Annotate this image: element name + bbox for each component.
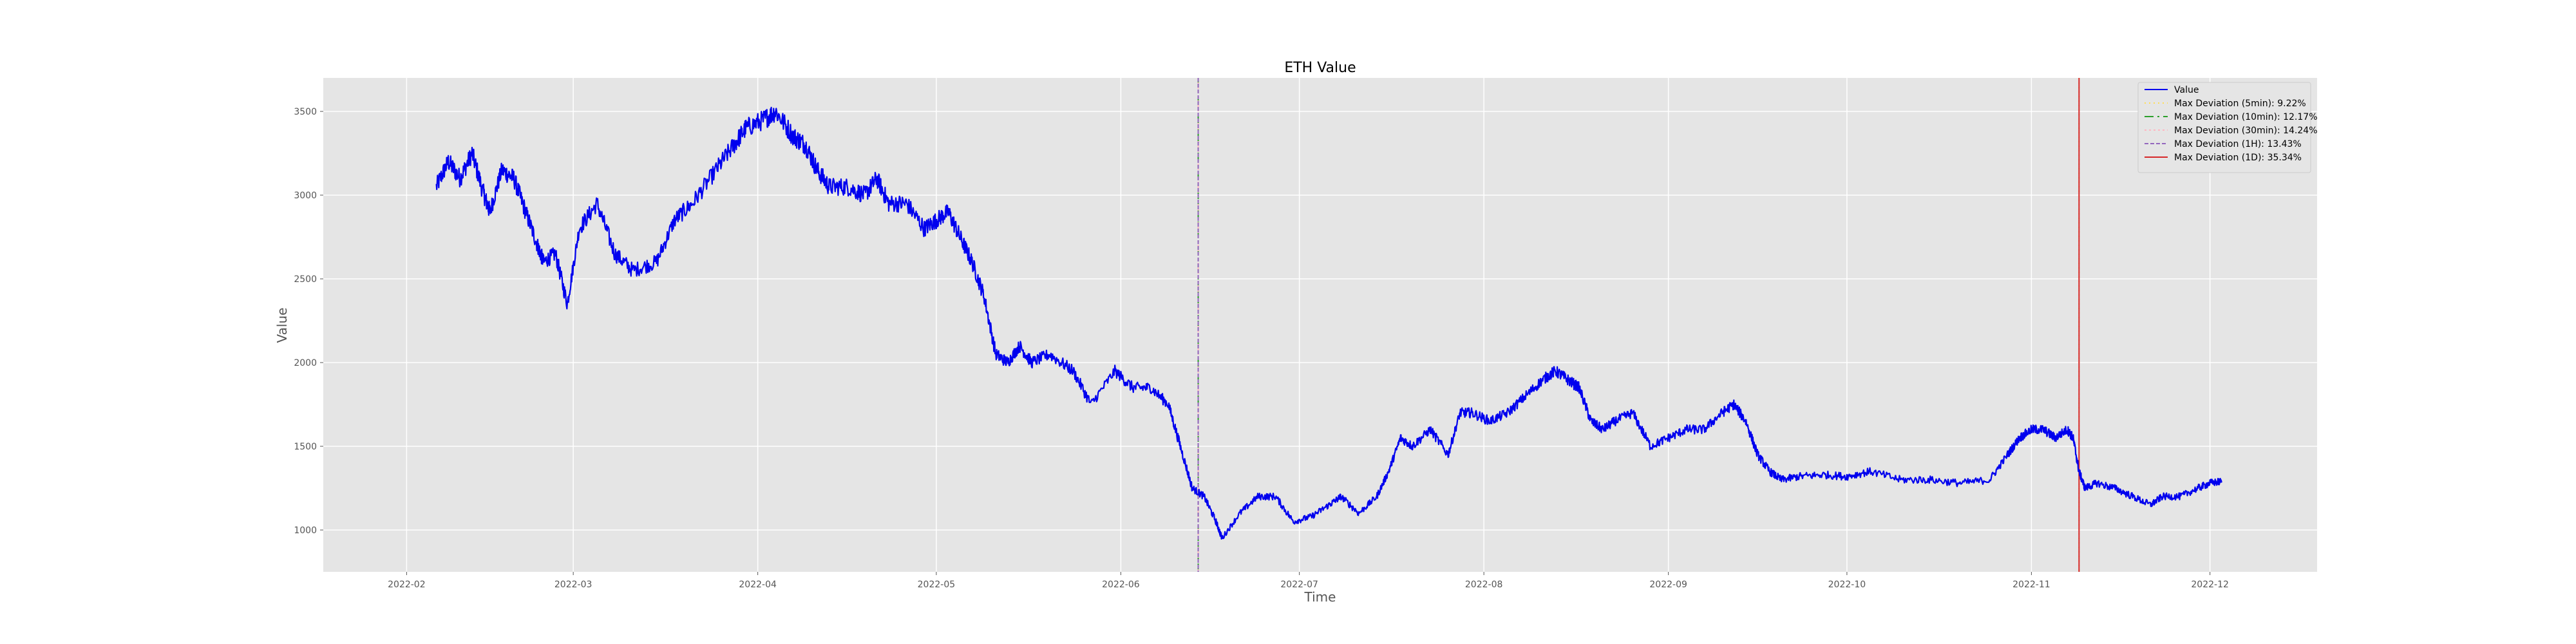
- y-tick-label: 3000: [294, 191, 317, 201]
- x-tick-label: 2022-09: [1649, 580, 1687, 590]
- x-tick-label: 2022-11: [2012, 580, 2050, 590]
- x-axis-title: Time: [1304, 589, 1336, 605]
- x-tick-label: 2022-08: [1465, 580, 1503, 590]
- legend-label: Max Deviation (5min): 9.22%: [2174, 99, 2306, 109]
- legend-label: Max Deviation (30min): 14.24%: [2174, 126, 2318, 136]
- series-layer: [435, 106, 2222, 540]
- y-tick-label: 3500: [294, 107, 317, 117]
- legend-box: [2137, 82, 2311, 173]
- legend-label: Max Deviation (1D): 35.34%: [2174, 153, 2302, 163]
- series-line-value: [435, 106, 2222, 540]
- chart-title: ETH Value: [1284, 60, 1356, 76]
- y-tick-label: 2500: [294, 274, 317, 285]
- x-tick-label: 2022-02: [388, 580, 426, 590]
- x-tick-label: 2022-07: [1280, 580, 1318, 590]
- y-tick-label: 1500: [294, 442, 317, 452]
- x-tick-label: 2022-06: [1102, 580, 1140, 590]
- plot-area: [323, 78, 2317, 572]
- y-axis-title: Value: [274, 308, 290, 343]
- deviation-markers: [1197, 78, 2080, 572]
- legend: Value Max Deviation (5min): 9.22% Max Devi…: [2137, 82, 2318, 173]
- x-tick-label: 2022-05: [918, 580, 956, 590]
- legend-label: Max Deviation (10min): 12.17%: [2174, 112, 2318, 122]
- x-tick-label: 2022-03: [554, 580, 592, 590]
- x-tick-label: 2022-10: [1828, 580, 1866, 590]
- x-tick-label: 2022-04: [739, 580, 777, 590]
- x-tick-label: 2022-12: [2191, 580, 2229, 590]
- legend-label: Max Deviation (1H): 13.43%: [2174, 139, 2302, 149]
- legend-label: Value: [2174, 85, 2199, 95]
- y-tick-label: 1000: [294, 526, 317, 536]
- y-tick-label: 2000: [294, 358, 317, 368]
- tick-labels: 2022-02 2022-03 2022-04 2022-05 2022-06 2022-…: [294, 107, 2229, 590]
